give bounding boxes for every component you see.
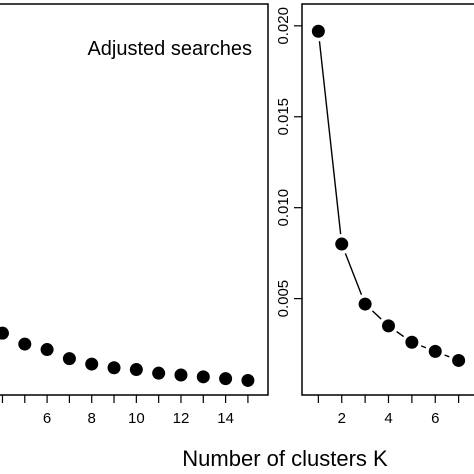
right-panel: 0.005 0.010 0.015 0.020 2 4 6	[275, 3, 474, 427]
left-data-point	[241, 373, 255, 387]
left-data-point	[219, 372, 233, 386]
left-data-point	[129, 363, 143, 377]
left-data-point	[18, 337, 32, 351]
right-line-segment	[396, 331, 405, 338]
right-line-segment	[318, 41, 342, 235]
right-line-segment	[420, 345, 427, 349]
right-y-tick-label: 0.005	[275, 280, 292, 318]
right-line-segment	[371, 310, 382, 320]
right-x-tick-label: 2	[338, 410, 346, 427]
right-x-tick-label: 4	[384, 410, 392, 427]
left-data-point	[62, 352, 76, 366]
left-data-point	[152, 366, 166, 380]
left-panel-annotation: Adjusted searches	[87, 38, 252, 60]
left-x-tick-label: 12	[173, 410, 190, 427]
right-data-point	[405, 335, 419, 349]
right-y-axis: 0.005 0.010 0.015 0.020	[275, 7, 302, 317]
left-series	[0, 326, 255, 387]
left-panel: Adjusted searches 6 8 10 12 14	[0, 3, 269, 427]
left-x-tick-label: 8	[88, 410, 96, 427]
right-y-tick-label: 0.020	[275, 7, 292, 45]
left-data-point	[0, 326, 9, 340]
right-line-segment	[444, 354, 450, 358]
left-data-point	[40, 343, 54, 357]
right-data-point	[428, 344, 442, 358]
left-data-point	[85, 357, 99, 371]
left-x-tick-label: 14	[217, 410, 234, 427]
right-line-segment	[344, 253, 363, 296]
right-y-tick-label: 0.010	[275, 189, 292, 227]
right-series-line	[318, 41, 450, 358]
right-x-axis: 2 4 6	[317, 395, 460, 427]
right-y-tick-label: 0.015	[275, 98, 292, 136]
right-series	[311, 24, 466, 367]
right-x-tick-label: 6	[431, 410, 439, 427]
left-panel-frame	[0, 3, 269, 396]
left-data-point	[174, 368, 188, 382]
right-data-point	[311, 24, 325, 38]
left-x-axis: 6 8 10 12 14	[1, 395, 249, 427]
right-data-point	[381, 319, 395, 333]
right-data-point	[358, 297, 372, 311]
left-x-tick-label: 6	[43, 410, 51, 427]
left-data-point	[107, 361, 121, 375]
left-data-point	[196, 370, 210, 384]
right-panel-frame	[301, 3, 474, 396]
left-x-tick-label: 10	[128, 410, 145, 427]
right-data-point	[452, 353, 466, 367]
right-data-point	[335, 237, 349, 251]
x-axis-label: Number of clusters K	[182, 446, 388, 471]
